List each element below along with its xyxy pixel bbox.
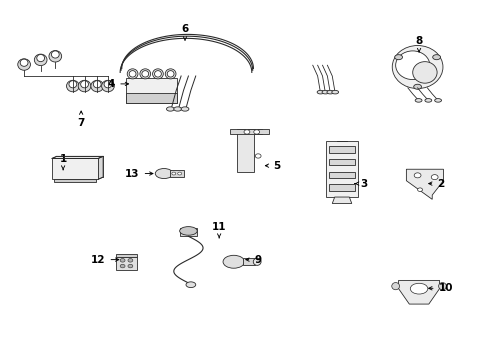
Ellipse shape (154, 71, 161, 77)
Ellipse shape (173, 107, 181, 111)
Ellipse shape (414, 99, 421, 102)
Ellipse shape (104, 81, 112, 88)
Ellipse shape (434, 99, 441, 102)
Ellipse shape (51, 51, 59, 58)
Text: 6: 6 (181, 24, 188, 40)
Bar (126, 78, 177, 103)
Polygon shape (229, 129, 268, 134)
Bar (325, 141, 357, 197)
Ellipse shape (128, 258, 133, 262)
Bar (179, 228, 197, 236)
Ellipse shape (152, 69, 163, 79)
Polygon shape (98, 156, 103, 179)
Bar (169, 170, 183, 177)
Text: 5: 5 (265, 161, 280, 171)
Polygon shape (116, 254, 137, 257)
Ellipse shape (438, 283, 446, 290)
Ellipse shape (253, 258, 261, 265)
Ellipse shape (179, 226, 197, 235)
Ellipse shape (165, 69, 176, 79)
Ellipse shape (91, 80, 103, 92)
Ellipse shape (432, 55, 440, 60)
Ellipse shape (166, 107, 174, 111)
Ellipse shape (129, 71, 136, 77)
Ellipse shape (181, 107, 188, 111)
Ellipse shape (253, 130, 259, 134)
Ellipse shape (417, 188, 422, 192)
Ellipse shape (69, 81, 77, 88)
Text: 1: 1 (60, 154, 66, 170)
Ellipse shape (430, 175, 437, 180)
Ellipse shape (128, 264, 133, 268)
Ellipse shape (49, 50, 61, 62)
Bar (116, 257, 137, 270)
Bar (52, 158, 98, 179)
Ellipse shape (394, 55, 402, 60)
Bar (242, 258, 254, 265)
Ellipse shape (127, 69, 138, 79)
Polygon shape (237, 129, 261, 172)
Ellipse shape (223, 255, 244, 268)
Bar (328, 147, 355, 153)
Polygon shape (398, 280, 439, 304)
Ellipse shape (66, 80, 79, 92)
Ellipse shape (331, 90, 338, 94)
Ellipse shape (34, 54, 47, 66)
Ellipse shape (142, 71, 148, 77)
Ellipse shape (81, 81, 88, 88)
Ellipse shape (413, 84, 421, 89)
Text: 2: 2 (428, 179, 444, 189)
Ellipse shape (391, 283, 399, 290)
Ellipse shape (185, 282, 195, 288)
Text: 7: 7 (77, 111, 84, 128)
Ellipse shape (120, 264, 125, 268)
Ellipse shape (120, 258, 125, 262)
Ellipse shape (412, 62, 436, 83)
Ellipse shape (140, 69, 150, 79)
Bar (126, 93, 177, 103)
Ellipse shape (244, 130, 249, 134)
Polygon shape (406, 169, 443, 199)
Text: 11: 11 (211, 222, 226, 238)
Ellipse shape (93, 81, 101, 88)
Ellipse shape (391, 45, 442, 89)
Ellipse shape (255, 154, 261, 158)
Ellipse shape (326, 90, 333, 94)
Bar (328, 159, 355, 166)
Ellipse shape (167, 71, 174, 77)
Text: 3: 3 (354, 179, 367, 189)
Bar (328, 172, 355, 178)
Ellipse shape (395, 51, 429, 80)
Ellipse shape (322, 90, 328, 94)
Ellipse shape (409, 283, 427, 294)
Ellipse shape (155, 168, 172, 179)
Bar (328, 184, 355, 190)
Ellipse shape (18, 59, 30, 70)
Ellipse shape (424, 99, 431, 102)
Text: 9: 9 (245, 255, 261, 265)
Ellipse shape (177, 172, 181, 175)
Ellipse shape (78, 80, 91, 92)
Text: 12: 12 (91, 255, 119, 265)
Ellipse shape (37, 54, 44, 62)
Ellipse shape (102, 80, 114, 92)
Ellipse shape (20, 59, 28, 66)
Ellipse shape (413, 173, 420, 178)
Polygon shape (52, 156, 103, 158)
Text: 8: 8 (415, 36, 422, 52)
Text: 13: 13 (125, 168, 153, 179)
Ellipse shape (317, 90, 324, 94)
Text: 10: 10 (428, 283, 452, 293)
Text: 4: 4 (108, 79, 128, 89)
Ellipse shape (171, 172, 175, 175)
Polygon shape (331, 197, 351, 203)
Bar (54, 179, 96, 182)
